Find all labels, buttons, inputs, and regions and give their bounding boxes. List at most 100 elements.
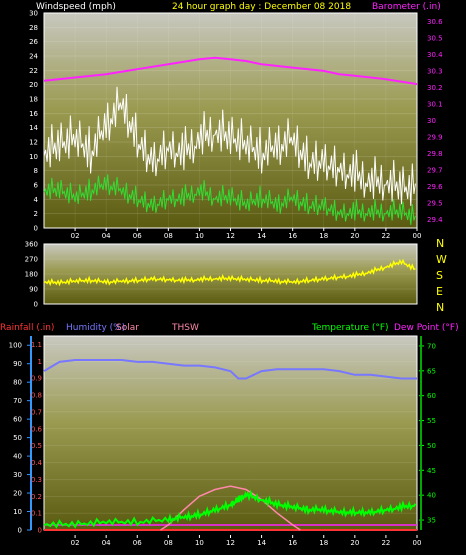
humidity-y-tick-label: 50	[13, 434, 22, 442]
lower-x-tick-label: 06	[133, 539, 142, 547]
wind-y-tick-label: 16	[29, 110, 38, 118]
barometer-y-tick-label: 30.3	[427, 67, 443, 75]
humidity-y-tick-label: 20	[13, 490, 22, 498]
humidity-y-tick-label: 90	[13, 360, 22, 368]
rainfall-y-tick-label: 0.9	[31, 375, 42, 383]
thsw-label: THSW	[171, 323, 199, 333]
compass-letter: E	[436, 285, 443, 298]
lower-x-tick-label: 08	[164, 539, 173, 547]
rainfall-y-tick-label: 0.4	[31, 459, 43, 467]
wind-y-tick-label: 18	[29, 96, 38, 104]
wind-x-tick-label: 20	[350, 232, 359, 240]
barometer-y-tick-label: 30.1	[427, 100, 443, 108]
compass-letter: S	[436, 269, 443, 282]
chart-title: 24 hour graph day : December 08 2018	[172, 2, 351, 12]
barometer-y-tick-label: 30	[427, 117, 436, 125]
wind-y-tick-label: 6	[34, 182, 39, 190]
wind-x-tick-label: 04	[102, 232, 111, 240]
barometer-label: Barometer (.in)	[372, 2, 441, 12]
wind-y-tick-label: 2	[34, 210, 38, 218]
wind-x-tick-label: 10	[195, 232, 204, 240]
barometer-y-tick-label: 30.5	[427, 34, 443, 42]
rainfall-y-tick-label: 0.2	[31, 493, 42, 501]
humidity-line	[43, 359, 417, 380]
barometer-y-tick-label: 29.7	[427, 167, 443, 175]
wind-x-tick-label: 00	[413, 232, 422, 240]
rainfall-y-tick-label: 0	[38, 527, 42, 535]
lower-x-tick-label: 04	[102, 539, 111, 547]
lower-x-tick-label: 20	[350, 539, 359, 547]
barometer-y-tick-label: 29.5	[427, 200, 443, 208]
solar-label: Solar	[116, 323, 139, 333]
barometer-y-tick-label: 30.2	[427, 84, 443, 92]
temperature-y-tick-label: 45	[427, 467, 436, 475]
humidity-y-tick-label: 60	[13, 416, 22, 424]
windspeed-label: Windspeed (mph)	[36, 2, 116, 12]
rainfall-y-tick-label: 0.1	[31, 510, 42, 518]
barometer-y-tick-label: 29.6	[427, 183, 443, 191]
wind-x-tick-label: 02	[71, 232, 80, 240]
direction-y-tick-label: 270	[25, 256, 38, 264]
lower-panel-background	[43, 335, 418, 531]
rainfall-y-tick-label: 0.7	[31, 408, 42, 416]
wind-y-tick-label: 24	[29, 53, 38, 61]
wind-y-tick-label: 26	[29, 38, 38, 46]
wind-y-tick-label: 8	[34, 167, 38, 175]
direction-y-tick-label: 180	[25, 271, 38, 279]
rainfall-y-tick-label: 1.1	[31, 341, 42, 349]
temperature-y-tick-label: 55	[427, 417, 436, 425]
rainfall-y-tick-label: 1	[38, 358, 42, 366]
wind-y-tick-label: 10	[29, 153, 38, 161]
lower-x-tick-label: 00	[413, 539, 422, 547]
temperature-y-tick-label: 35	[427, 517, 436, 525]
wind-x-tick-label: 06	[133, 232, 142, 240]
humidity-y-tick-label: 70	[13, 397, 22, 405]
wind-panel-background	[43, 12, 418, 229]
temperature-y-tick-label: 70	[427, 342, 436, 350]
humidity-y-tick-label: 80	[13, 379, 22, 387]
compass-letter: W	[436, 253, 447, 266]
wind-y-tick-label: 30	[29, 10, 38, 18]
barometer-y-tick-label: 29.9	[427, 134, 443, 142]
wind-y-tick-label: 28	[29, 24, 38, 32]
compass-letter: N	[436, 301, 444, 314]
compass-letter: N	[436, 237, 444, 250]
lower-x-tick-label: 16	[288, 539, 297, 547]
lower-x-tick-label: 18	[319, 539, 328, 547]
temperature-y-tick-label: 65	[427, 367, 436, 375]
wind-x-tick-label: 12	[226, 232, 235, 240]
humidity-y-tick-label: 10	[13, 508, 22, 516]
lower-x-tick-label: 10	[195, 539, 204, 547]
temperature-line	[43, 489, 417, 529]
wind-y-tick-label: 4	[34, 196, 39, 204]
barometer-y-tick-label: 30.6	[427, 18, 443, 26]
wind-x-tick-label: 16	[288, 232, 297, 240]
humidity-label: Humidity (%)	[66, 323, 125, 333]
wind-y-tick-label: 20	[29, 81, 38, 89]
wind-average-line	[43, 174, 416, 225]
lower-x-tick-label: 14	[257, 539, 266, 547]
wind-y-tick-label: 22	[29, 67, 38, 75]
humidity-y-tick-label: 100	[9, 342, 22, 350]
temperature-y-tick-label: 60	[427, 392, 436, 400]
chart-marks: 02468101214161820222426283029.429.529.62…	[9, 10, 444, 548]
temperature-y-tick-label: 50	[427, 442, 436, 450]
humidity-y-tick-label: 40	[13, 453, 22, 461]
direction-y-tick-label: 0	[34, 301, 38, 309]
wind-y-tick-label: 12	[29, 139, 38, 147]
barometer-y-tick-label: 29.8	[427, 150, 443, 158]
barometer-line	[43, 56, 418, 86]
barometer-y-tick-label: 30.4	[427, 51, 443, 59]
rainfall-y-tick-label: 0.8	[31, 392, 42, 400]
rainfall-y-tick-label: 0.6	[31, 425, 43, 433]
wind-y-tick-label: 0	[34, 225, 38, 233]
wind-direction-line	[43, 258, 416, 287]
humidity-y-tick-label: 0	[18, 527, 22, 535]
wind-y-tick-label: 14	[29, 124, 38, 132]
wind-gust-line	[43, 86, 416, 206]
temperature-y-tick-label: 40	[427, 492, 436, 500]
lower-x-tick-label: 12	[226, 539, 235, 547]
direction-panel-background	[43, 243, 418, 305]
